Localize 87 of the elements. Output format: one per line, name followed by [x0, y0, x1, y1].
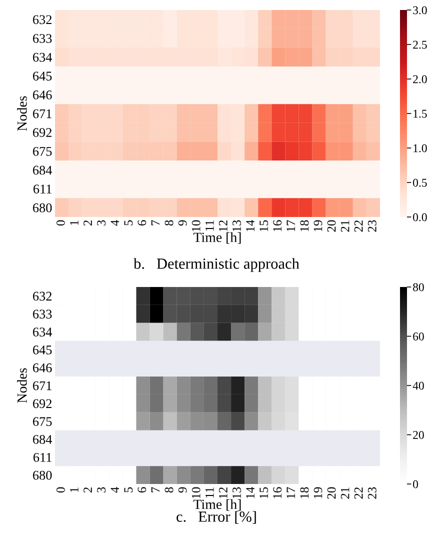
y-tick-label: 632 [33, 15, 52, 24]
x-axis-title: Time [h] [194, 499, 241, 511]
y-tick-label: 611 [33, 452, 52, 462]
x-tick-label: 1 [70, 488, 78, 492]
x-tick-label: 14 [246, 220, 254, 232]
color-bar-label: 80 [413, 283, 424, 292]
x-tick-label: 11 [205, 220, 214, 231]
x-tick-label: 16 [273, 220, 282, 232]
x-tick-label: 8 [164, 220, 174, 226]
x-tick-label: 20 [327, 220, 336, 232]
x-tick-label: 7 [151, 487, 160, 492]
y-tick-label: 633 [33, 34, 52, 43]
x-tick-label: 12 [219, 220, 228, 232]
x-tick-label: 19 [314, 220, 322, 232]
color-bar-label: 0.5 [413, 178, 427, 187]
x-tick-label: 2 [84, 487, 92, 492]
x-tick-label: 1 [70, 220, 78, 225]
y-tick-label: 633 [33, 310, 52, 319]
x-tick-label: 14 [246, 486, 254, 498]
x-tick-label: 21 [340, 488, 350, 499]
x-tick-label: 13 [232, 220, 241, 232]
y-tick-label: 645 [33, 346, 52, 354]
y-tick-label: 675 [33, 146, 52, 156]
x-tick-label: 9 [178, 487, 187, 493]
x-tick-label: 3 [97, 220, 106, 226]
x-tick-label: 4 [110, 486, 119, 493]
color-bar-label: 60 [413, 332, 424, 340]
y-tick-label: 680 [33, 470, 52, 480]
y-axis-title: Nodes [17, 96, 27, 131]
y-tick-label: 645 [33, 72, 52, 81]
x-tick-label: 12 [219, 487, 228, 498]
y-tick-label: 680 [33, 203, 52, 212]
y-tick-label: 634 [33, 52, 52, 62]
color-bar-label: 20 [413, 430, 424, 439]
x-tick-label: 6 [138, 487, 146, 492]
color-bar-label: 0.0 [413, 213, 427, 222]
y-tick-label: 684 [33, 435, 52, 444]
y-tick-label: 671 [33, 109, 52, 118]
x-tick-label: 5 [124, 487, 133, 492]
x-tick-label: 15 [260, 487, 268, 498]
x-tick-label: 19 [314, 487, 322, 498]
color-bar-label: 2.0 [413, 75, 427, 84]
y-axis-title: Nodes [17, 368, 27, 403]
x-tick-label: 16 [273, 487, 282, 498]
x-tick-label: 4 [110, 220, 119, 226]
y-tick-label: 684 [33, 166, 52, 175]
x-tick-label: 0 [56, 220, 65, 226]
x-tick-label: 10 [192, 220, 200, 232]
x-tick-label: 6 [138, 220, 146, 226]
x-tick-label: 21 [340, 220, 350, 232]
text: c. Error [%] [176, 511, 256, 524]
x-tick-label: 8 [164, 487, 174, 493]
x-tick-label: 17 [286, 220, 295, 232]
text: b. Deterministic approach [134, 258, 300, 272]
y-tick-label: 692 [33, 128, 52, 138]
color-bar-label: 1.5 [414, 110, 427, 118]
x-tick-label: 5 [124, 220, 133, 226]
x-tick-label: 22 [354, 220, 363, 232]
x-tick-label: 2 [84, 220, 92, 226]
x-tick-label: 9 [178, 220, 187, 226]
x-tick-label: 23 [368, 487, 376, 499]
x-axis-title: Time [h] [194, 232, 241, 244]
y-tick-label: 632 [33, 292, 52, 301]
x-tick-label: 3 [97, 487, 106, 492]
x-tick-label: 23 [368, 220, 376, 232]
y-tick-label: 634 [33, 328, 52, 336]
x-tick-label: 18 [300, 220, 309, 232]
x-tick-label: 7 [151, 220, 160, 226]
y-tick-label: 611 [33, 184, 52, 194]
color-bar-label: 1.0 [414, 144, 427, 152]
x-tick-label: 18 [300, 487, 309, 498]
y-tick-label: 646 [33, 363, 52, 372]
x-tick-label: 13 [232, 487, 241, 498]
x-tick-label: 17 [286, 487, 295, 498]
y-tick-label: 671 [33, 381, 52, 390]
x-tick-label: 10 [192, 487, 200, 498]
color-bar-label: 2.5 [413, 40, 427, 49]
y-tick-label: 646 [33, 90, 52, 100]
color-bar-label: 3.0 [413, 6, 427, 14]
x-tick-label: 20 [327, 487, 336, 499]
x-tick-label: 15 [260, 220, 268, 232]
y-tick-label: 692 [33, 399, 52, 408]
y-tick-label: 675 [33, 417, 52, 426]
color-bar-label: 40 [412, 382, 424, 390]
x-tick-label: 22 [354, 487, 363, 499]
x-tick-label: 0 [56, 487, 65, 493]
x-tick-label: 11 [205, 488, 214, 498]
